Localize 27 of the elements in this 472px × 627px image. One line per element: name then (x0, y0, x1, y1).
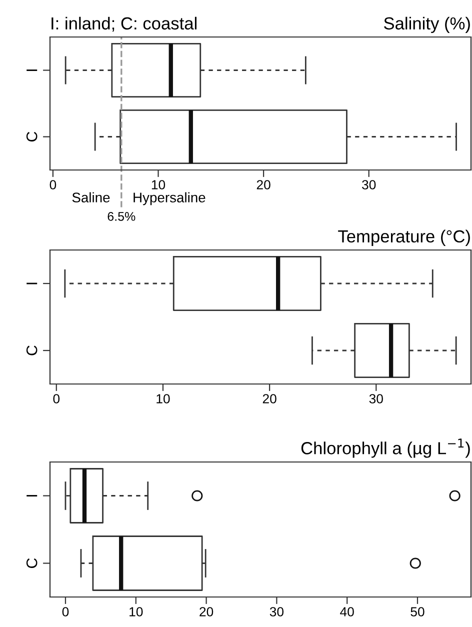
x-tick-label: 30 (362, 180, 376, 190)
x-tick-label: 50 (410, 607, 424, 616)
y-tick-label: C (26, 346, 38, 356)
text: Hypersaline (134, 192, 206, 206)
text: Saline (72, 192, 110, 202)
y-tick-label: I (26, 282, 38, 284)
x-tick-label: 10 (156, 394, 170, 404)
ref-line-label: 6.5% (108, 212, 136, 221)
x-tick-label: 30 (270, 607, 284, 616)
x-tick-label: 20 (200, 607, 214, 616)
x-tick-label: 20 (256, 180, 270, 190)
x-tick-label: 30 (369, 394, 383, 404)
y-tick-label: C (26, 558, 38, 568)
chart-title: Salinity (%) (384, 16, 470, 34)
x-tick-label: 0 (53, 394, 60, 404)
y-tick-label: C (26, 132, 38, 142)
x-tick-label: 0 (50, 180, 56, 190)
chart-title: Chlorophyll a (µg L$^{−1}$) (301, 438, 470, 458)
y-tick-label: I (26, 70, 38, 71)
x-tick-label: 10 (152, 180, 166, 190)
x-tick-label: 10 (130, 607, 143, 616)
x-tick-label: 40 (340, 607, 354, 616)
x-tick-label: 20 (262, 394, 276, 404)
x-tick-label: 0 (62, 607, 69, 616)
y-tick-label: I (26, 495, 38, 496)
chart-title: Temperature (°C) (338, 230, 470, 246)
text: I: inland; C: coastal (52, 16, 196, 32)
